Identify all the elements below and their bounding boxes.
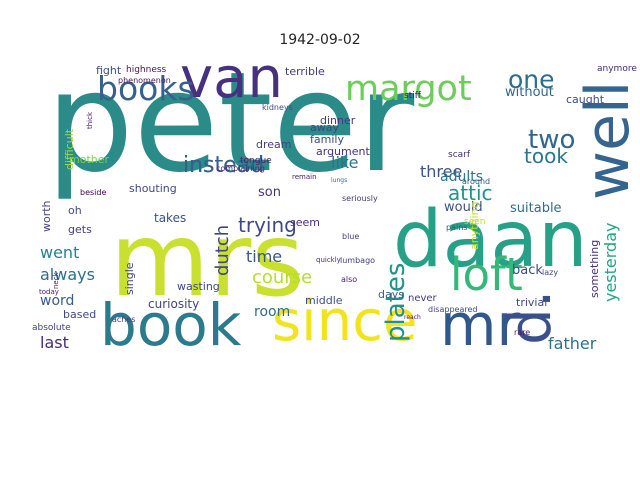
word-beside: beside xyxy=(80,188,106,197)
word-instead: instead xyxy=(183,153,264,178)
word-highness: highness xyxy=(126,65,167,75)
word-seen: seen xyxy=(464,217,485,227)
word-lumbago: lumbago xyxy=(340,256,375,265)
word-lazy: lazy xyxy=(542,268,558,277)
word-adults: adults xyxy=(440,169,483,185)
word-plates: plates xyxy=(381,263,411,342)
word-dream: dream xyxy=(256,138,292,151)
word-days: days xyxy=(378,288,404,301)
word-mother: mother xyxy=(69,153,109,166)
word-based: based xyxy=(63,308,96,321)
word-oh: oh xyxy=(68,204,82,217)
word-dutch: dutch xyxy=(212,225,233,276)
word-seriously: seriously xyxy=(342,194,378,203)
word-around: around xyxy=(462,177,490,186)
word-father: father xyxy=(548,334,597,353)
word-margot: margot xyxy=(345,69,472,109)
word-today: today xyxy=(39,288,59,296)
word-family: family xyxy=(310,133,344,146)
word-pains: pains xyxy=(446,223,467,232)
word-reach: reach xyxy=(404,314,421,321)
word-word: word xyxy=(40,293,74,309)
word-van: van xyxy=(180,46,283,111)
word-also: also xyxy=(341,275,357,284)
word-since: since xyxy=(272,289,417,354)
word-trivial: trivial xyxy=(516,296,547,309)
word-anymore: anymore xyxy=(597,64,637,74)
word-book: book xyxy=(100,291,242,359)
word-back: back xyxy=(512,263,543,278)
word-difficult: difficult xyxy=(63,128,76,170)
word-worth: worth xyxy=(40,200,53,232)
word-disappeared: disappeared xyxy=(428,305,477,314)
word-yesterday: yesterday xyxy=(601,223,620,303)
word-quickly: quickly xyxy=(316,256,341,264)
word-two: two xyxy=(528,125,575,155)
word-dinner: dinner xyxy=(320,114,356,127)
word-one: one xyxy=(508,65,555,94)
word-room: room xyxy=(254,304,290,320)
word-peter: peter xyxy=(46,42,415,203)
word-would: would xyxy=(444,200,483,215)
word-attic: attic xyxy=(448,181,493,205)
word-instead: instead xyxy=(183,153,264,178)
word-middle: middle xyxy=(305,294,343,307)
word-wasting: wasting xyxy=(177,280,220,293)
word-loft: loft xyxy=(450,248,523,301)
word-takes: takes xyxy=(154,211,186,225)
word-daan: daan xyxy=(393,195,588,285)
word-scarf: scarf xyxy=(448,150,471,160)
word-neck: neck xyxy=(52,271,60,289)
word-phenomenon: phenomenon xyxy=(118,76,171,85)
word-curiosity: curiosity xyxy=(148,297,199,311)
word-caught: caught xyxy=(566,93,605,106)
word-d: d. xyxy=(496,290,564,345)
word-single: single xyxy=(123,262,136,295)
word-lungs: lungs xyxy=(331,177,347,184)
word-like: like xyxy=(331,153,358,172)
word-rare: rare xyxy=(514,328,530,337)
word-took: took xyxy=(524,144,568,168)
word-shouting: shouting xyxy=(129,182,177,195)
word-mr: mr xyxy=(440,291,520,359)
word-argument: argument xyxy=(316,145,370,158)
word-something: something xyxy=(588,240,601,298)
word-without: without xyxy=(505,85,554,100)
word-stiff: stiff xyxy=(404,91,422,101)
word-kidneys: kidneys xyxy=(262,103,293,112)
word-course: course xyxy=(252,267,312,288)
word-fight: fight xyxy=(96,64,122,77)
word-well: well xyxy=(573,81,640,200)
word-time: time xyxy=(246,247,282,266)
word-went: went xyxy=(40,243,79,262)
word-seem: seem xyxy=(290,216,320,229)
word-books: books xyxy=(97,69,195,108)
word-aches: aches xyxy=(112,315,135,324)
word-remain: remain xyxy=(292,173,317,181)
word-always: always xyxy=(40,265,95,284)
word-absolute: absolute xyxy=(32,323,71,333)
word-three: three xyxy=(420,162,462,181)
chart-title: 1942-09-02 xyxy=(279,32,361,48)
word-last: last xyxy=(40,333,69,352)
word-terrible: terrible xyxy=(285,65,325,78)
word-mrs: mrs xyxy=(110,201,304,320)
word-blue: blue xyxy=(342,232,359,241)
word-tongue: tongue xyxy=(240,156,272,166)
word-anything: anything xyxy=(468,201,481,250)
word-never: never xyxy=(408,293,438,304)
word-complaining: complaining xyxy=(216,164,265,173)
word-away: away xyxy=(310,121,339,134)
word-son: son xyxy=(258,185,281,200)
word-thick: thick xyxy=(86,111,94,129)
word-suitable: suitable xyxy=(510,201,562,216)
word-gets: gets xyxy=(68,223,92,236)
word-trying: trying xyxy=(238,213,297,237)
